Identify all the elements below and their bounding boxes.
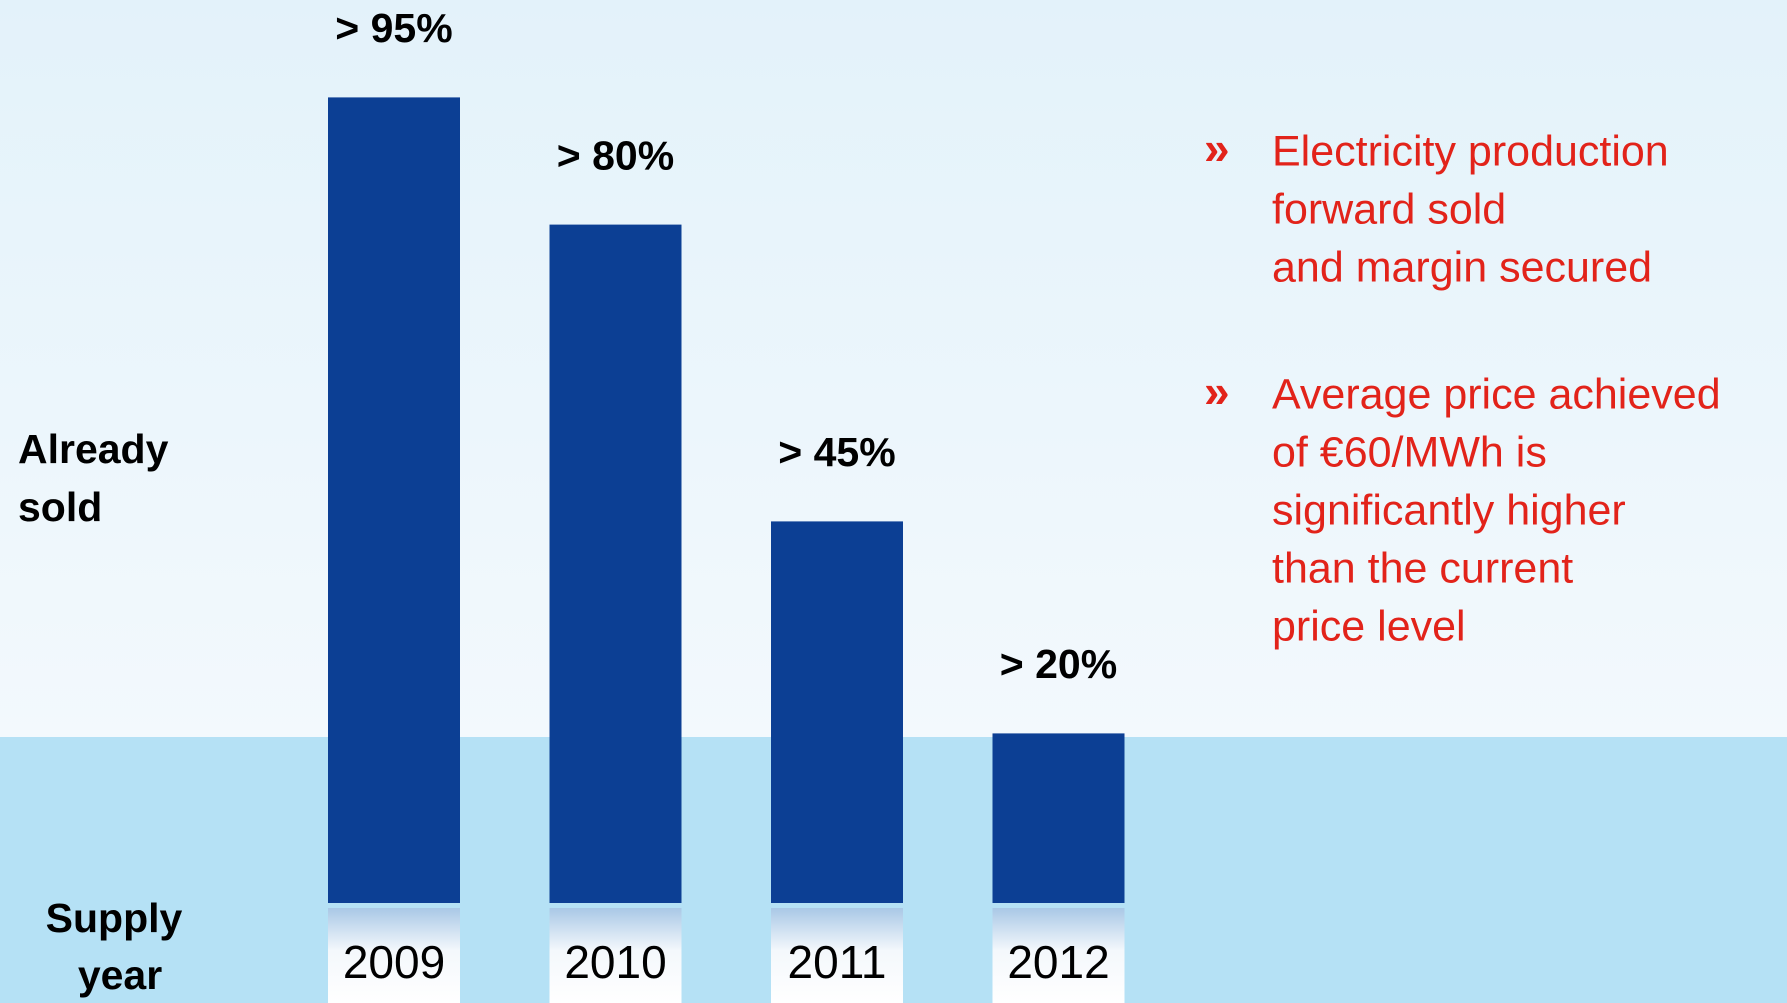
- category-box: [549, 908, 682, 1003]
- annotation: price level: [1272, 602, 1466, 650]
- bar: [771, 521, 903, 903]
- value-label: > 80%: [557, 132, 674, 178]
- bar: [992, 733, 1125, 903]
- annotation: Electricity production: [1272, 127, 1669, 175]
- annotation: of €60/MWh is: [1272, 428, 1547, 476]
- y-label: Already: [18, 426, 169, 472]
- annotation: forward sold: [1272, 185, 1506, 233]
- category-box: [328, 908, 460, 1003]
- x-tick-label: 2011: [788, 936, 887, 988]
- x-tick-label: 2010: [564, 936, 666, 988]
- bar: [549, 224, 682, 904]
- bar: [328, 97, 460, 903]
- annotation: significantly higher: [1272, 486, 1626, 534]
- bullet-chevron: »: [1204, 122, 1230, 174]
- value-label: > 20%: [1000, 641, 1117, 687]
- x-label: Supply: [46, 895, 183, 941]
- annotation: and margin secured: [1272, 243, 1652, 291]
- category-box: [992, 908, 1125, 1003]
- y-label: sold: [18, 484, 102, 530]
- value-label: > 95%: [335, 5, 452, 51]
- category-box: [771, 908, 903, 1003]
- x-tick-label: 2012: [1007, 936, 1109, 988]
- bullet-chevron: »: [1204, 365, 1230, 417]
- value-label: > 45%: [778, 429, 895, 475]
- annotation: than the current: [1272, 544, 1573, 592]
- x-tick-label: 2009: [343, 936, 445, 988]
- x-label: year: [78, 952, 162, 998]
- annotation: Average price achieved: [1272, 370, 1721, 418]
